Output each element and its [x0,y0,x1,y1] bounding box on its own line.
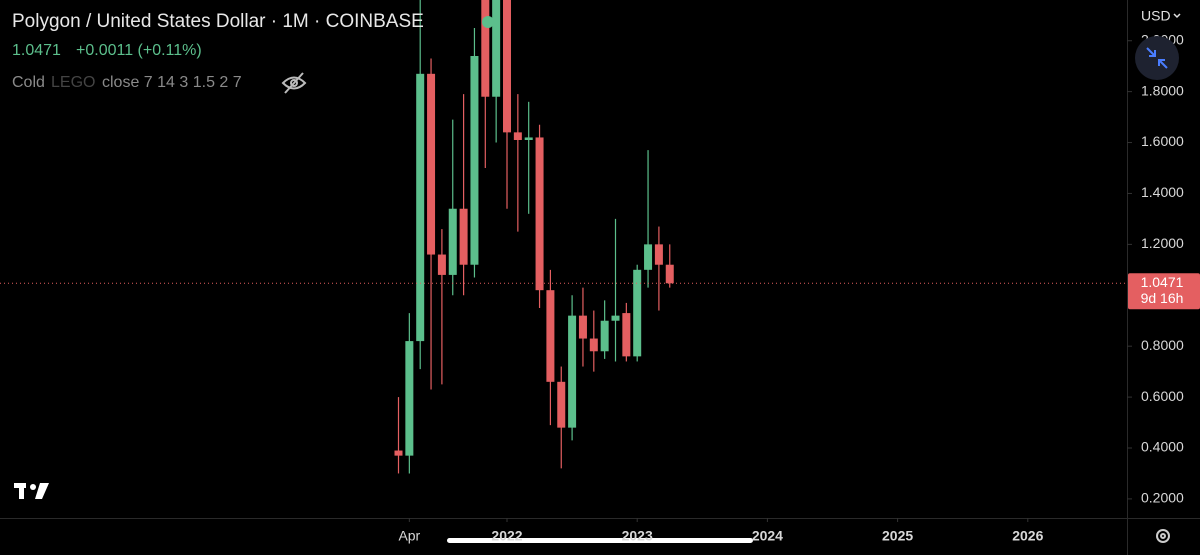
candle-body [481,0,490,97]
dropdown-icon [1173,13,1181,19]
candle-body [405,341,414,456]
y-tick-label: 1.2000 [1141,235,1184,251]
collapse-icon [1146,47,1168,69]
candle-body [437,254,446,275]
candle-body [557,381,566,428]
candle-body [394,450,403,456]
x-tick-label: 2024 [752,528,783,544]
status-dot [482,16,494,28]
indicator-params: close 7 14 3 1.5 2 7 [102,74,242,91]
candle-body [524,137,533,140]
candle-body [611,315,620,321]
candle-body [492,0,501,97]
y-tick-label: 0.6000 [1141,388,1184,404]
currency[interactable]: USD [1141,8,1171,24]
x-tick-label: 2026 [1012,528,1043,544]
candle-body [600,320,609,352]
candle-body [448,208,457,275]
candle-body [568,315,577,428]
x-tick-label: 2022 [491,528,522,544]
scroll-indicator [447,538,753,543]
candle-body [644,244,653,270]
candle-body [535,137,544,291]
candle-body [665,264,674,284]
candle-body [589,338,598,352]
price-label-bg [1128,273,1200,310]
candle-body [546,290,555,382]
candle-body [416,73,425,342]
candle-body [513,132,522,140]
candle-body [503,0,511,133]
indicator-hidden: LEGO [51,74,95,91]
y-tick-label: 1.4000 [1141,184,1184,200]
y-tick-label: 0.4000 [1141,439,1184,455]
y-tick-label: 1.6000 [1141,133,1184,149]
candle-body [622,313,631,357]
y-tick-label: 0.2000 [1141,490,1184,506]
y-tick-label: 1.8000 [1141,82,1184,98]
x-tick-label: Apr [398,528,420,544]
logo [14,483,49,499]
eye-off-icon[interactable] [281,72,307,94]
last-price: 1.0471 [12,42,61,59]
settings-icon[interactable] [1156,529,1170,543]
x-tick-label: 2023 [622,528,653,544]
countdown: 9d 16h [1141,290,1184,306]
x-tick-label: 2025 [882,528,913,544]
candle-body [654,244,663,265]
y-tick-label: 0.8000 [1141,337,1184,353]
candle-body [459,208,468,265]
candle-body [427,73,436,255]
chart-title: Polygon / United States Dollar · 1M · CO… [12,11,424,32]
indicator-name: Cold [12,74,45,91]
plot-area [394,0,674,474]
price-change: +0.0011 (+0.11%) [76,42,202,59]
price-label: 1.0471 [1141,274,1184,290]
candle-body [470,56,479,265]
collapse-button[interactable] [1135,36,1179,80]
candle-body [633,269,642,357]
candle-body [578,315,587,339]
